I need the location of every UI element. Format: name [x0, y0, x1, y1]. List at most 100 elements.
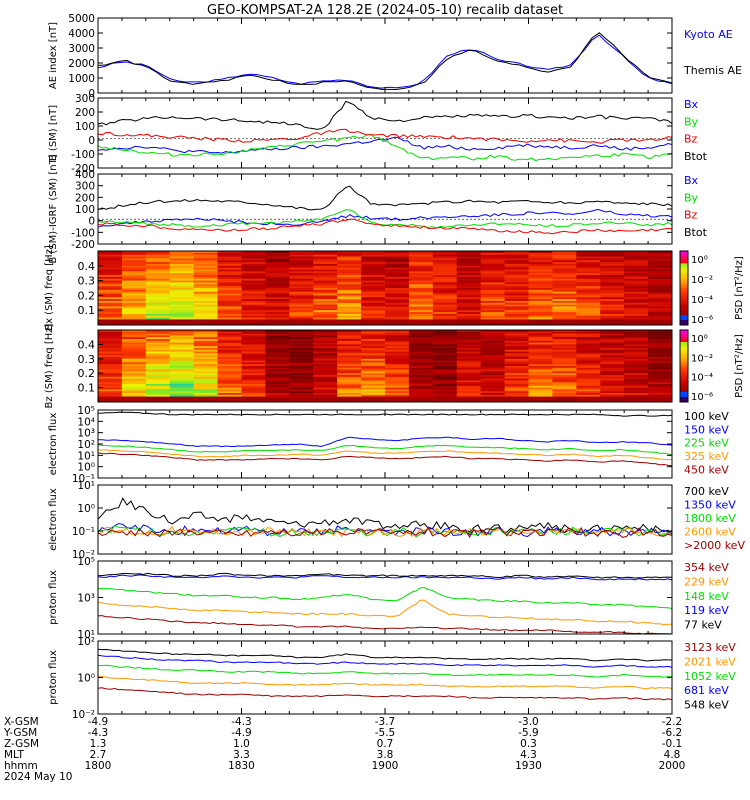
heatmap-cell	[576, 306, 601, 309]
heatmap-cell	[648, 295, 673, 298]
heatmap-cell	[169, 344, 195, 347]
heatmap-cell	[432, 337, 458, 340]
heatmap-cell	[552, 398, 577, 401]
heatmap-cell	[289, 373, 314, 376]
heatmap-cell	[648, 273, 673, 276]
heatmap-cell	[408, 394, 434, 398]
heatmap-cell	[552, 391, 577, 394]
y-tick-label: 10¹	[77, 450, 95, 462]
heatmap-cell	[432, 315, 458, 319]
heatmap-cell	[313, 387, 338, 390]
heatmap-cell	[313, 323, 338, 326]
heatmap-cell	[432, 346, 458, 349]
heatmap-cell	[528, 375, 553, 378]
heatmap-cell	[169, 357, 195, 360]
heatmap-cell	[193, 317, 219, 320]
y-tick-label: 100	[75, 204, 95, 216]
heatmap-cell	[624, 344, 649, 347]
heatmap-cell	[289, 297, 314, 300]
y-tick-label: 10²	[77, 636, 95, 648]
heatmap-cell	[408, 312, 434, 315]
heatmap-cell	[552, 349, 577, 353]
heatmap-cell	[600, 269, 625, 272]
heatmap-cell	[121, 360, 147, 363]
y-tick-label: 10⁰	[77, 673, 95, 685]
heatmap-cell	[624, 293, 649, 296]
heatmap-cell	[480, 346, 506, 349]
heatmap-cell	[217, 317, 242, 320]
heatmap-cell	[361, 323, 386, 326]
heatmap-cell	[265, 297, 290, 300]
heatmap-cell	[361, 271, 386, 274]
colorbar-segment	[680, 302, 688, 306]
heatmap-cell	[337, 348, 362, 351]
heatmap-cell	[265, 358, 290, 362]
heatmap-cell	[313, 385, 338, 389]
y-tick-label: 2000	[68, 58, 95, 70]
heatmap-cell	[145, 280, 171, 283]
heatmap-cell	[289, 387, 314, 390]
heatmap-cell	[624, 384, 649, 387]
heatmap-cell	[121, 349, 147, 353]
heatmap-cell	[648, 304, 673, 307]
colorbar-segment	[680, 263, 688, 267]
heatmap-cell	[265, 384, 290, 387]
heatmap-cell	[600, 293, 625, 296]
heatmap-cell	[193, 293, 219, 296]
heatmap-cell	[241, 308, 266, 311]
heatmap-cell	[169, 302, 195, 306]
y-axis-label: electron flux	[48, 413, 59, 476]
heatmap-cell	[289, 346, 314, 349]
colorbar-tick-label: 10⁻⁴	[691, 295, 713, 306]
heatmap-cell	[600, 373, 625, 376]
heatmap-cell	[98, 256, 123, 259]
heatmap-cell	[480, 284, 506, 287]
heatmap-cell	[265, 393, 290, 396]
heatmap-cell	[432, 344, 458, 347]
heatmap-cell	[361, 369, 386, 372]
heatmap-cell	[241, 358, 266, 362]
heatmap-cell	[408, 398, 434, 401]
series-line-77-kev	[98, 572, 673, 579]
heatmap-cell	[193, 351, 219, 354]
heatmap-cell	[576, 321, 601, 324]
heatmap-cell	[600, 335, 625, 338]
heatmap-cell	[624, 364, 649, 367]
colorbar-segment	[680, 385, 688, 389]
heatmap-cell	[528, 291, 553, 295]
y-tick-label: 10⁵	[77, 405, 95, 417]
heatmap-cell	[145, 263, 171, 267]
colorbar-segment	[680, 290, 688, 294]
heatmap-cell	[456, 282, 482, 285]
heatmap-cell	[480, 378, 506, 381]
heatmap-cell	[121, 375, 147, 378]
heatmap-cell	[193, 367, 219, 371]
heatmap-cell	[193, 337, 219, 340]
heatmap-cell	[193, 310, 219, 313]
heatmap-cell	[408, 288, 434, 291]
heatmap-cell	[361, 317, 386, 320]
heatmap-cell	[624, 333, 649, 336]
heatmap-cell	[217, 384, 242, 387]
series-line-148-kev	[97, 586, 673, 609]
heatmap-cell	[432, 299, 458, 302]
heatmap-cell	[600, 364, 625, 367]
heatmap-cell	[337, 360, 362, 363]
heatmap-cell	[624, 271, 649, 274]
heatmap-cell	[98, 376, 123, 380]
heatmap-cell	[624, 366, 649, 369]
heatmap-cell	[432, 391, 458, 394]
heatmap-cell	[600, 330, 625, 333]
heatmap-cell	[432, 271, 458, 274]
heatmap-cell	[504, 360, 529, 363]
heatmap-cell	[289, 312, 314, 315]
heatmap-cell	[145, 380, 171, 383]
heatmap-cell	[504, 396, 529, 399]
heatmap-cell	[432, 353, 458, 356]
heatmap-cell	[600, 273, 625, 276]
heatmap-cell	[169, 378, 195, 381]
heatmap-cell	[313, 346, 338, 349]
heatmap-cell	[98, 339, 123, 342]
heatmap-cell	[193, 378, 219, 381]
heatmap-cell	[169, 269, 195, 272]
